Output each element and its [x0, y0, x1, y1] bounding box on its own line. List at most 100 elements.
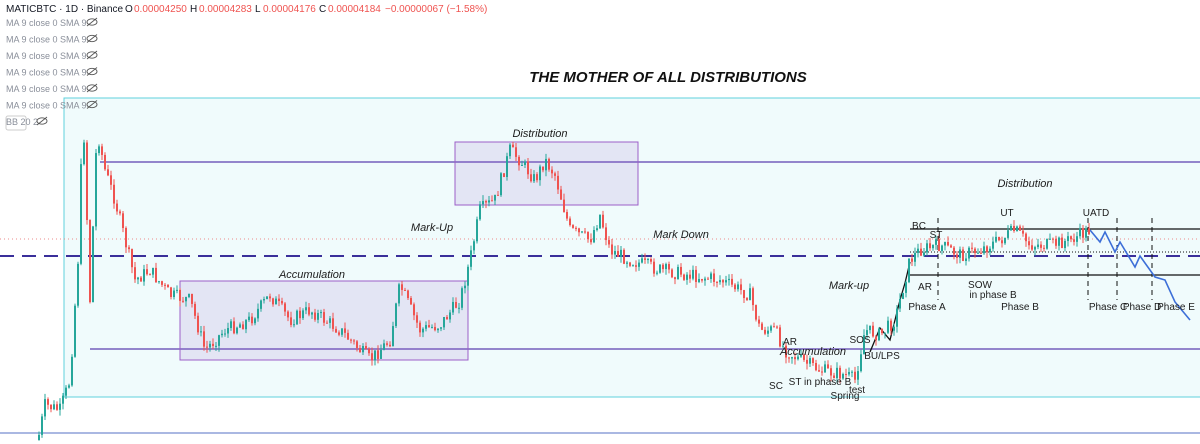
candle-body — [335, 328, 337, 333]
visibility-toggle[interactable] — [86, 67, 98, 76]
candle-body — [1052, 238, 1054, 240]
visibility-toggle[interactable] — [36, 116, 48, 126]
visibility-toggle[interactable] — [86, 34, 98, 43]
indicator-label: MA 9 close 0 SMA 9 — [6, 84, 87, 94]
visibility-toggle[interactable] — [86, 100, 98, 109]
candle-body — [998, 236, 1000, 241]
candle-body — [53, 404, 55, 410]
candle-body — [620, 249, 622, 257]
candle-body — [530, 174, 532, 182]
candle-body — [722, 280, 724, 283]
candle-body — [329, 318, 331, 323]
candle-body — [836, 367, 838, 379]
candle-body — [995, 236, 997, 242]
candle-body — [818, 370, 820, 372]
candle-body — [413, 304, 415, 316]
candle-body — [482, 201, 484, 205]
candle-body — [524, 161, 526, 165]
candle-body — [143, 269, 145, 282]
chart-title: THE MOTHER OF ALL DISTRIBUTIONS — [529, 69, 807, 86]
candle-body — [419, 322, 421, 333]
candle-body — [737, 284, 739, 290]
annotation: ST — [930, 230, 943, 241]
candle-body — [668, 264, 670, 270]
eye-icon — [86, 18, 98, 26]
candle-body — [272, 298, 274, 305]
candle-body — [929, 243, 931, 249]
candle-body — [743, 290, 745, 299]
candle-body — [221, 333, 223, 336]
candle-body — [404, 289, 406, 291]
candle-body — [812, 358, 814, 363]
candle-body — [383, 343, 385, 350]
candle-body — [509, 144, 511, 157]
candle-body — [1076, 236, 1078, 242]
candle-body — [773, 326, 775, 328]
candle-body — [89, 220, 91, 303]
candle-body — [548, 158, 550, 170]
candle-body — [434, 326, 436, 331]
candle-body — [527, 161, 529, 175]
candle-body — [278, 298, 280, 302]
candle-body — [686, 274, 688, 280]
candle-body — [1049, 238, 1051, 240]
candle-body — [974, 248, 976, 254]
candle-body — [188, 293, 190, 298]
candle-body — [248, 316, 250, 321]
candle-body — [1085, 228, 1087, 238]
candle-body — [152, 267, 154, 275]
accumulation-box — [179, 280, 469, 361]
collapse-button[interactable] — [5, 115, 27, 131]
candle-body — [665, 264, 667, 270]
candle-body — [977, 252, 979, 254]
candle-body — [101, 146, 103, 155]
eye-icon — [86, 34, 98, 43]
labels: MATICBTC · 1D · Binance O 0.00004250 H 0.000… — [6, 4, 1195, 402]
annotation: SOW — [968, 280, 992, 291]
eye-slash — [86, 67, 98, 76]
visibility-toggle[interactable] — [86, 50, 98, 60]
candle-body — [134, 267, 136, 280]
candle-body — [365, 346, 367, 350]
candle-body — [986, 246, 988, 253]
candle-body — [926, 243, 928, 253]
candle-body — [155, 267, 157, 283]
candle-body — [506, 156, 508, 177]
candle-body — [578, 228, 580, 233]
candle-body — [296, 310, 298, 325]
range-box — [63, 97, 1200, 398]
candles — [38, 139, 1090, 441]
candle-body — [122, 213, 124, 229]
candle-body — [716, 281, 718, 283]
candle-body — [44, 399, 46, 417]
candle-body — [518, 156, 520, 166]
candle-body — [215, 345, 217, 347]
candle-body — [674, 277, 676, 280]
annotation: Mark-up — [829, 280, 869, 292]
visibility-toggle[interactable] — [86, 17, 98, 27]
candle-body — [77, 263, 79, 306]
candle-body — [242, 324, 244, 330]
candle-body — [314, 312, 316, 320]
candle-body — [1088, 228, 1090, 235]
candle-body — [56, 404, 58, 410]
candle-body — [347, 332, 349, 340]
candle-body — [203, 331, 205, 347]
candle-body — [623, 249, 625, 264]
candle-body — [602, 214, 604, 228]
candle-body — [41, 416, 43, 435]
candle-body — [746, 298, 748, 301]
candle-body — [503, 173, 505, 177]
candle-body — [734, 284, 736, 290]
candle-body — [470, 250, 472, 267]
visibility-toggle[interactable] — [86, 83, 98, 93]
candle-body — [86, 142, 88, 221]
candle-body — [350, 339, 352, 341]
candle-body — [953, 247, 955, 255]
annotation: Accumulation — [779, 346, 846, 358]
candle-body — [707, 278, 709, 280]
annotation: Phase D — [1123, 302, 1161, 313]
candle-body — [65, 387, 67, 396]
candle-body — [584, 231, 586, 233]
candle-body — [806, 359, 808, 364]
